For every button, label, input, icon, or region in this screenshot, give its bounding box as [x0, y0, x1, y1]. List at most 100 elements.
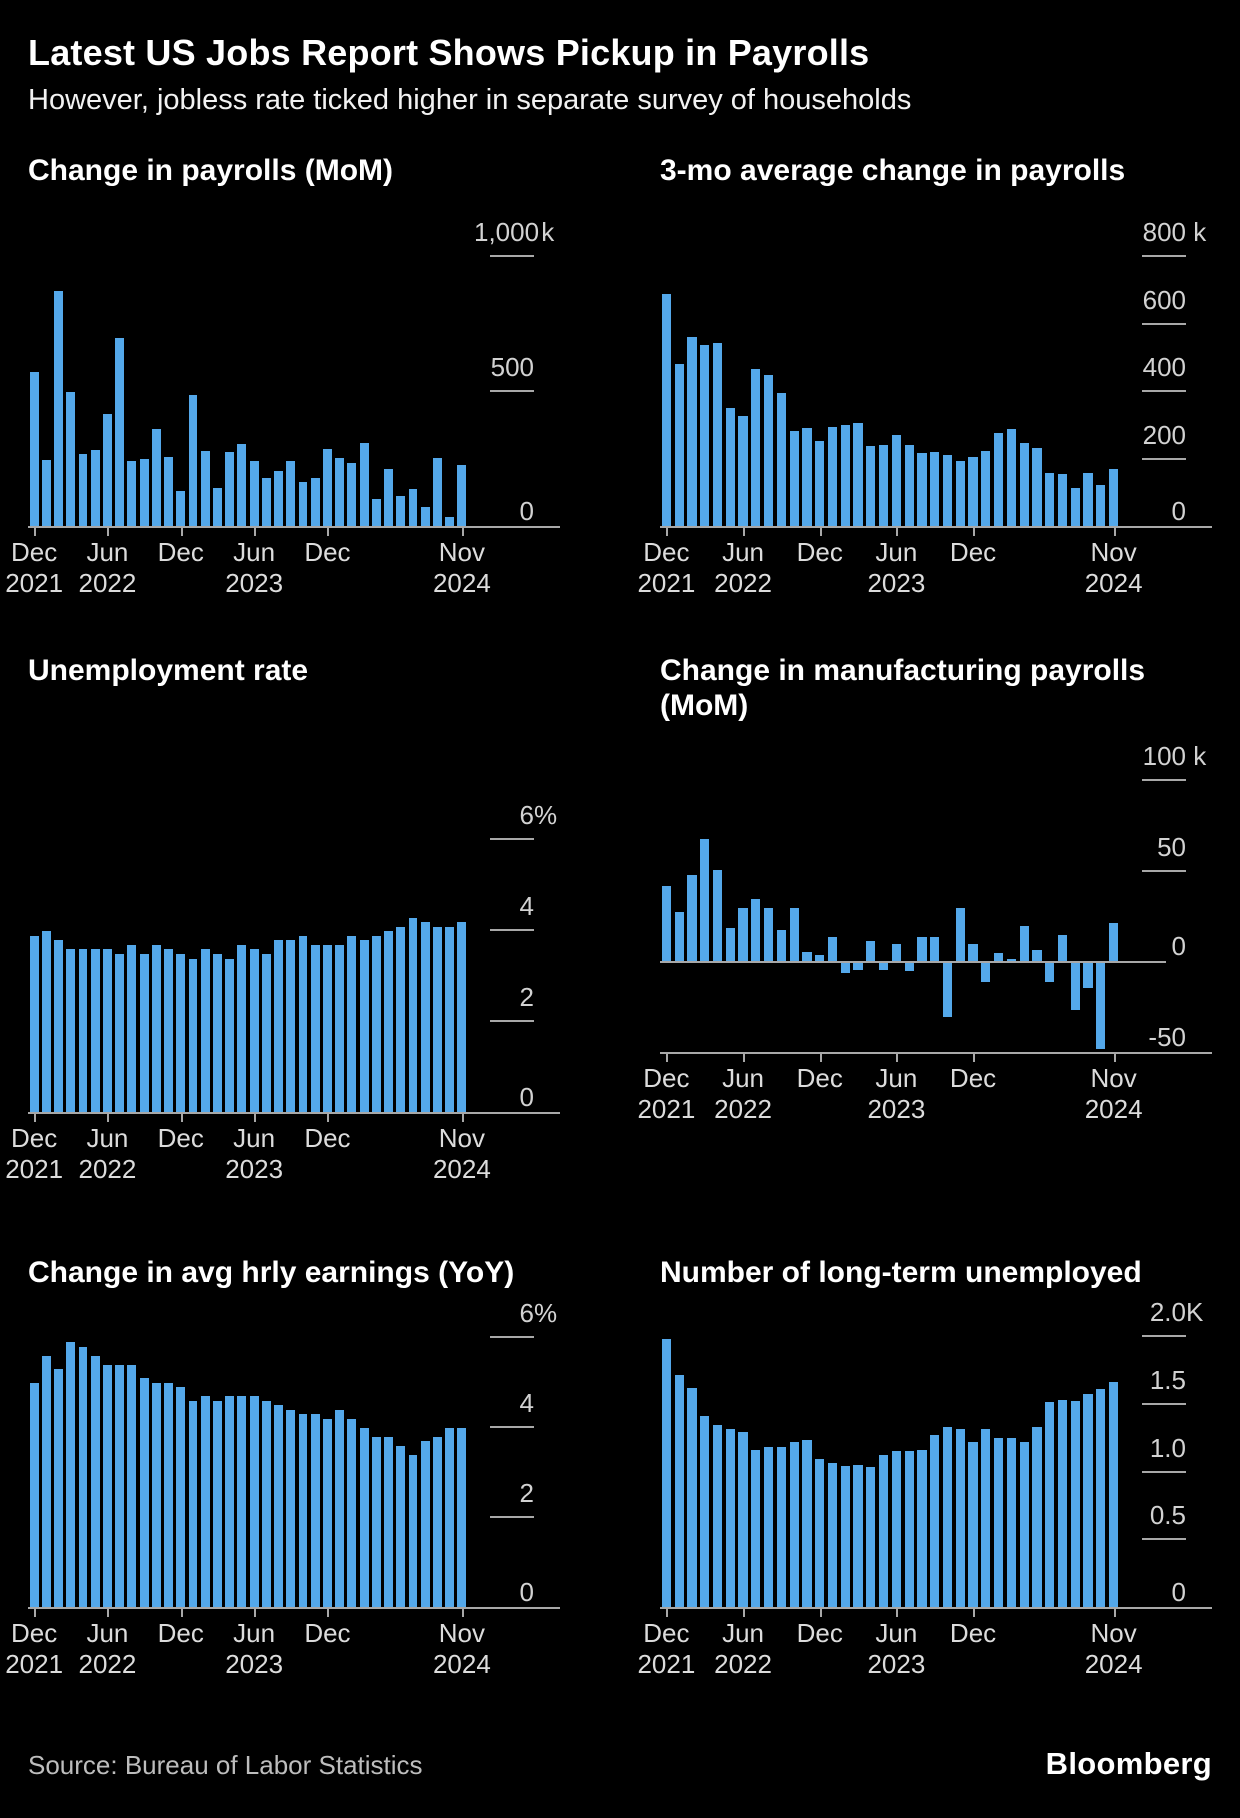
bar-jan-2024: [981, 962, 991, 983]
bar-sep-2024: [433, 926, 442, 1113]
bar-mar-2023: [853, 423, 863, 527]
panel-avg-hourly-earnings: Change in avg hrly earnings (YoY) 6% 4 2 0 …: [5, 1255, 560, 1694]
bar-dec-2021: [661, 294, 671, 527]
x-axis-label: Jun 2023: [225, 1618, 284, 1680]
bar-oct-2022: [151, 944, 161, 1113]
bar-feb-2024: [994, 432, 1004, 527]
x-tick-mark: [461, 1113, 464, 1122]
bar-jul-2022: [115, 1364, 125, 1608]
bar-may-2023: [879, 1455, 889, 1608]
x-tick-mark: [819, 1608, 822, 1617]
bar-jun-2024: [1045, 1402, 1055, 1608]
chart-body: 1,000 k 500 0: [28, 203, 560, 536]
x-tick-mark: [1113, 527, 1116, 536]
bar-oct-2022: [151, 429, 161, 527]
bar-jan-2023: [188, 395, 198, 527]
y-gridline-segment: [490, 1020, 534, 1023]
x-axis: Dec 2021 Jun 2022 Dec Jun 2023 Dec Nov 2024: [637, 1053, 1212, 1139]
bar-dec-2023: [968, 944, 978, 963]
x-tick-mark: [743, 527, 746, 536]
bar-jul-2022: [115, 954, 125, 1113]
bar-may-2022: [725, 407, 735, 527]
x-tick-mark: [34, 1608, 37, 1617]
x-tick-mark: [180, 527, 183, 536]
bar-jul-2022: [115, 338, 125, 527]
chart-body: 6% 4 2 0: [28, 1298, 560, 1617]
y-tick-label: 2: [474, 1478, 560, 1518]
bar-nov-2023: [955, 1429, 965, 1608]
bar-jan-2022: [674, 1375, 684, 1608]
y-gridline-segment: [1142, 869, 1186, 872]
bar-oct-2023: [298, 1414, 308, 1608]
bar-sep-2024: [1083, 1394, 1093, 1608]
x-axis: Dec 2021 Jun 2022 Dec Jun 2023 Dec Nov 2024: [637, 1608, 1212, 1694]
x-axis-labels: Dec 2021 Jun 2022 Dec Jun 2023 Dec Nov 2024: [637, 1618, 1142, 1694]
charts-grid: Change in payrolls (MoM) 1,000 k 500 0 Dec…: [5, 153, 1212, 1694]
bar-jan-2023: [188, 958, 198, 1113]
bar-may-2023: [879, 962, 889, 970]
y-axis-labels: 6% 4 2 0: [468, 1298, 560, 1608]
y-gridline-segment: [490, 838, 534, 841]
y-axis-labels: 800 k 600 400 200 0: [1120, 203, 1212, 527]
x-axis-label: Dec: [949, 1618, 997, 1648]
bar-jun-2023: [249, 949, 259, 1113]
bar-feb-2024: [994, 1437, 1004, 1608]
bar-feb-2022: [687, 1387, 697, 1608]
bar-dec-2021: [661, 886, 671, 963]
bar-mar-2023: [213, 1400, 222, 1608]
bar-nov-2022: [164, 457, 173, 527]
bloomberg-wordmark: Bloomberg: [1045, 1746, 1212, 1781]
y-gridline-segment: [1142, 1470, 1186, 1473]
bar-nov-2023: [310, 478, 320, 527]
bar-nov-2023: [955, 460, 965, 527]
x-axis-line: [28, 1607, 560, 1609]
bar-sep-2022: [139, 458, 149, 527]
x-axis-label: Dec 2021: [637, 537, 696, 599]
bar-may-2022: [725, 1429, 735, 1608]
bar-apr-2024: [371, 1436, 381, 1608]
bar-nov-2023: [310, 1414, 320, 1608]
bar-jul-2024: [1057, 935, 1068, 963]
bar-jul-2024: [408, 917, 418, 1113]
bar-jul-2024: [1057, 1399, 1068, 1608]
bar-jan-2022: [674, 911, 684, 963]
bar-mar-2022: [700, 839, 710, 963]
x-axis-label: Jun 2023: [225, 1123, 284, 1185]
x-axis-label: Dec 2021: [5, 1618, 64, 1680]
bar-jun-2023: [891, 944, 901, 963]
bar-dec-2022: [815, 1459, 825, 1608]
x-tick-mark: [973, 1053, 976, 1062]
y-tick-label: 1,000 k: [474, 217, 560, 257]
x-axis-label: Dec 2021: [637, 1063, 696, 1125]
plot-area: [28, 203, 560, 536]
bar-apr-2023: [866, 940, 876, 963]
x-axis-label: Jun 2022: [714, 1063, 772, 1125]
x-axis-label: Dec: [796, 1618, 843, 1648]
bar-mar-2024: [1006, 1437, 1016, 1608]
bar-jan-2023: [827, 1463, 838, 1608]
x-axis-labels: Dec 2021 Jun 2022 Dec Jun 2023 Dec Nov 2024: [637, 537, 1142, 613]
bar-aug-2022: [127, 1364, 137, 1608]
bar-sep-2024: [433, 1436, 442, 1608]
x-tick-mark: [973, 1608, 976, 1617]
y-tick-label: 1.0: [1126, 1433, 1212, 1473]
chart-body: 800 k 600 400 200 0: [660, 203, 1212, 536]
bar-jun-2024: [396, 496, 406, 527]
y-gridline-segment: [1142, 390, 1186, 392]
y-gridline-segment: [490, 929, 534, 932]
bar-jan-2022: [41, 1355, 51, 1608]
bar-oct-2023: [298, 935, 308, 1113]
bar-sep-2022: [776, 929, 786, 963]
bar-aug-2022: [127, 460, 137, 527]
y-gridline-segment: [490, 390, 534, 392]
bar-feb-2022: [54, 1369, 63, 1608]
plot-area: [28, 745, 560, 1122]
bar-jun-2022: [103, 1364, 112, 1608]
footer: Source: Bureau of Labor Statistics Bloom…: [28, 1746, 1212, 1782]
x-axis-label: Dec: [304, 537, 351, 567]
bar-nov-2022: [164, 949, 173, 1113]
bar-jun-2024: [1045, 962, 1055, 983]
bar-sep-2023: [930, 1434, 940, 1608]
x-axis-label: Dec: [157, 537, 204, 567]
x-axis-label: Jun 2023: [867, 537, 926, 599]
